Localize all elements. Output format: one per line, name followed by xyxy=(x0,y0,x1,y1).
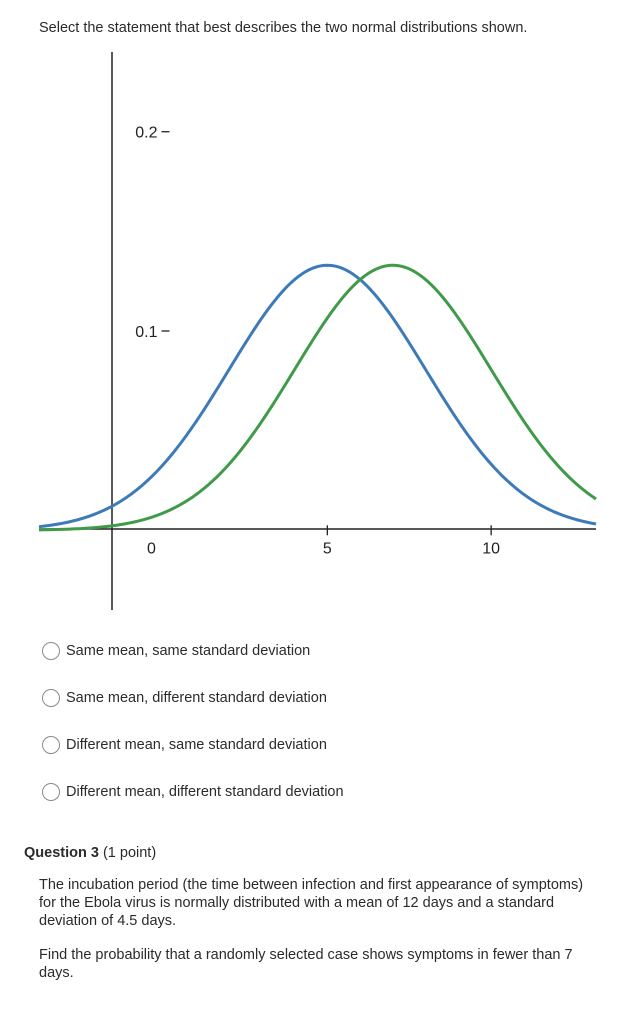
option-different-mean-different-sd[interactable]: Different mean, different standard devia… xyxy=(42,781,344,803)
answer-options: Same mean, same standard deviation Same … xyxy=(42,640,344,828)
normal-curve-2 xyxy=(38,263,597,532)
x-tick-label: 0 xyxy=(147,540,156,557)
question-3-body: The incubation period (the time between … xyxy=(39,876,584,998)
option-label: Different mean, different standard devia… xyxy=(66,784,344,800)
radio-button[interactable] xyxy=(42,783,60,801)
question-prompt: Select the statement that best describes… xyxy=(39,20,528,36)
chart-svg: 0 5 10 0.1 0.2 xyxy=(38,52,597,610)
x-tick-label: 10 xyxy=(482,540,500,557)
x-tick-label: 5 xyxy=(323,540,332,557)
option-same-mean-same-sd[interactable]: Same mean, same standard deviation xyxy=(42,640,344,662)
option-label: Same mean, different standard deviation xyxy=(66,690,327,706)
y-tick-label: 0.2 xyxy=(135,125,157,142)
tick-group: 0 5 10 0.1 0.2 xyxy=(135,125,500,558)
question-paragraph: The incubation period (the time between … xyxy=(39,877,584,929)
option-label: Different mean, same standard deviation xyxy=(66,737,327,753)
option-different-mean-same-sd[interactable]: Different mean, same standard deviation xyxy=(42,734,344,756)
normal-distributions-chart: 0 5 10 0.1 0.2 xyxy=(0,40,622,620)
radio-button[interactable] xyxy=(42,736,60,754)
option-label: Same mean, same standard deviation xyxy=(66,643,311,659)
y-tick-label: 0.1 xyxy=(135,324,157,341)
question-number: Question 3 xyxy=(24,845,99,861)
radio-button[interactable] xyxy=(42,642,60,660)
question-paragraph: Find the probability that a randomly sel… xyxy=(39,947,573,981)
curves-group xyxy=(38,263,597,532)
question-points: (1 point) xyxy=(102,845,157,861)
option-same-mean-different-sd[interactable]: Same mean, different standard deviation xyxy=(42,687,344,709)
radio-button[interactable] xyxy=(42,689,60,707)
normal-curve-1 xyxy=(38,263,597,529)
question-3-heading: Question 3 (1 point) xyxy=(24,845,156,861)
